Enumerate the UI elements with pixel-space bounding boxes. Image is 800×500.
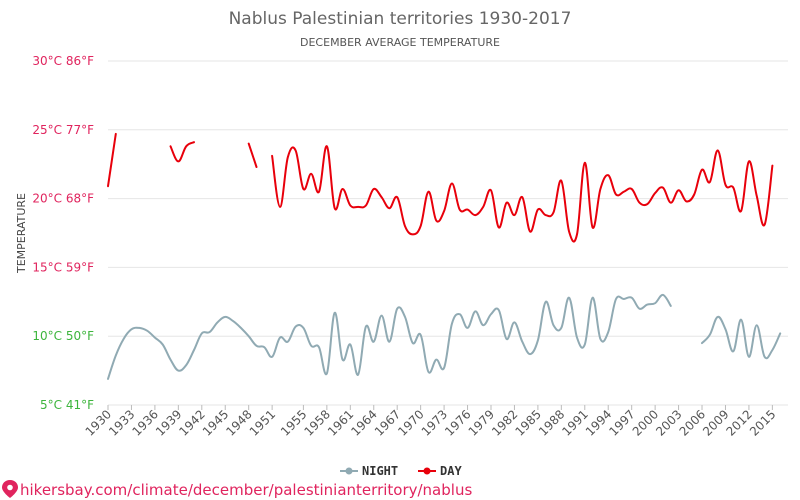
x-tick-label: 1961	[325, 407, 356, 438]
x-tick-label: 1967	[372, 407, 403, 438]
legend-label-day: DAY	[440, 464, 462, 478]
x-tick-label: 1976	[442, 407, 473, 438]
legend-swatch-marker	[345, 467, 353, 475]
x-tick-label: 2000	[630, 407, 661, 438]
x-tick-label: 2006	[677, 407, 708, 438]
x-tick-label: 1951	[247, 407, 278, 438]
x-tick-label: 1958	[301, 407, 332, 438]
x-tick-label: 1955	[278, 407, 309, 438]
x-tick-label: 1991	[559, 407, 590, 438]
day-series-line	[247, 142, 258, 168]
x-tick-label: 1933	[106, 407, 137, 438]
x-tick-label: 2012	[724, 407, 755, 438]
night-series-line	[701, 315, 782, 360]
x-tick-label: 1942	[176, 407, 207, 438]
location-pin-icon	[2, 480, 18, 498]
x-tick-label: 1970	[395, 407, 426, 438]
night-series-line	[107, 293, 672, 380]
footer-link[interactable]: hikersbay.com/climate/december/palestini…	[2, 480, 472, 499]
x-tick-label: 1982	[489, 407, 520, 438]
footer-url[interactable]: hikersbay.com/climate/december/palestini…	[20, 481, 472, 499]
y-tick-label: 25°C 77°F	[32, 123, 94, 137]
x-tick-label: 1994	[583, 407, 614, 438]
legend-item-day[interactable]: DAY	[418, 464, 462, 478]
x-tick-label: 1997	[606, 407, 637, 438]
day-series-line	[169, 141, 195, 163]
x-tick-label: 1964	[348, 407, 379, 438]
day-series-line	[271, 145, 774, 243]
day-series-line	[107, 132, 117, 188]
x-tick-label: 2015	[747, 407, 778, 438]
x-tick-label: 2003	[653, 407, 684, 438]
x-tick-label: 1939	[153, 407, 184, 438]
x-tick-label: 1988	[536, 407, 567, 438]
x-tick-label: 1936	[130, 407, 161, 438]
x-tick-label: 1973	[419, 407, 450, 438]
chart-title: Nablus Palestinian territories 1930-2017	[229, 9, 572, 29]
y-tick-label: 15°C 59°F	[32, 260, 94, 274]
y-tick-label: 20°C 68°F	[32, 192, 94, 206]
y-tick-labels: 30°C 86°F 25°C 77°F 20°C 68°F 15°C 59°F 10°C…	[32, 54, 94, 412]
legend-item-night[interactable]: NIGHT	[340, 464, 398, 478]
y-tick-label: 10°C 50°F	[32, 329, 94, 343]
x-tick-label: 1945	[200, 407, 231, 438]
x-tick-label: 2009	[700, 407, 731, 438]
x-tick-label: 1979	[466, 407, 497, 438]
y-axis-label: TEMPERATURE	[15, 193, 28, 274]
chart-subtitle: DECEMBER AVERAGE TEMPERATURE	[300, 36, 500, 49]
x-tick-label: 1948	[223, 407, 254, 438]
y-tick-label: 5°C 41°F	[40, 398, 94, 412]
series-lines	[107, 132, 782, 380]
legend-label-night: NIGHT	[362, 464, 398, 478]
y-tick-label: 30°C 86°F	[32, 54, 94, 68]
legend[interactable]: NIGHT DAY	[340, 464, 462, 478]
x-tick-label: 1985	[513, 407, 544, 438]
legend-swatch-marker	[423, 467, 431, 475]
